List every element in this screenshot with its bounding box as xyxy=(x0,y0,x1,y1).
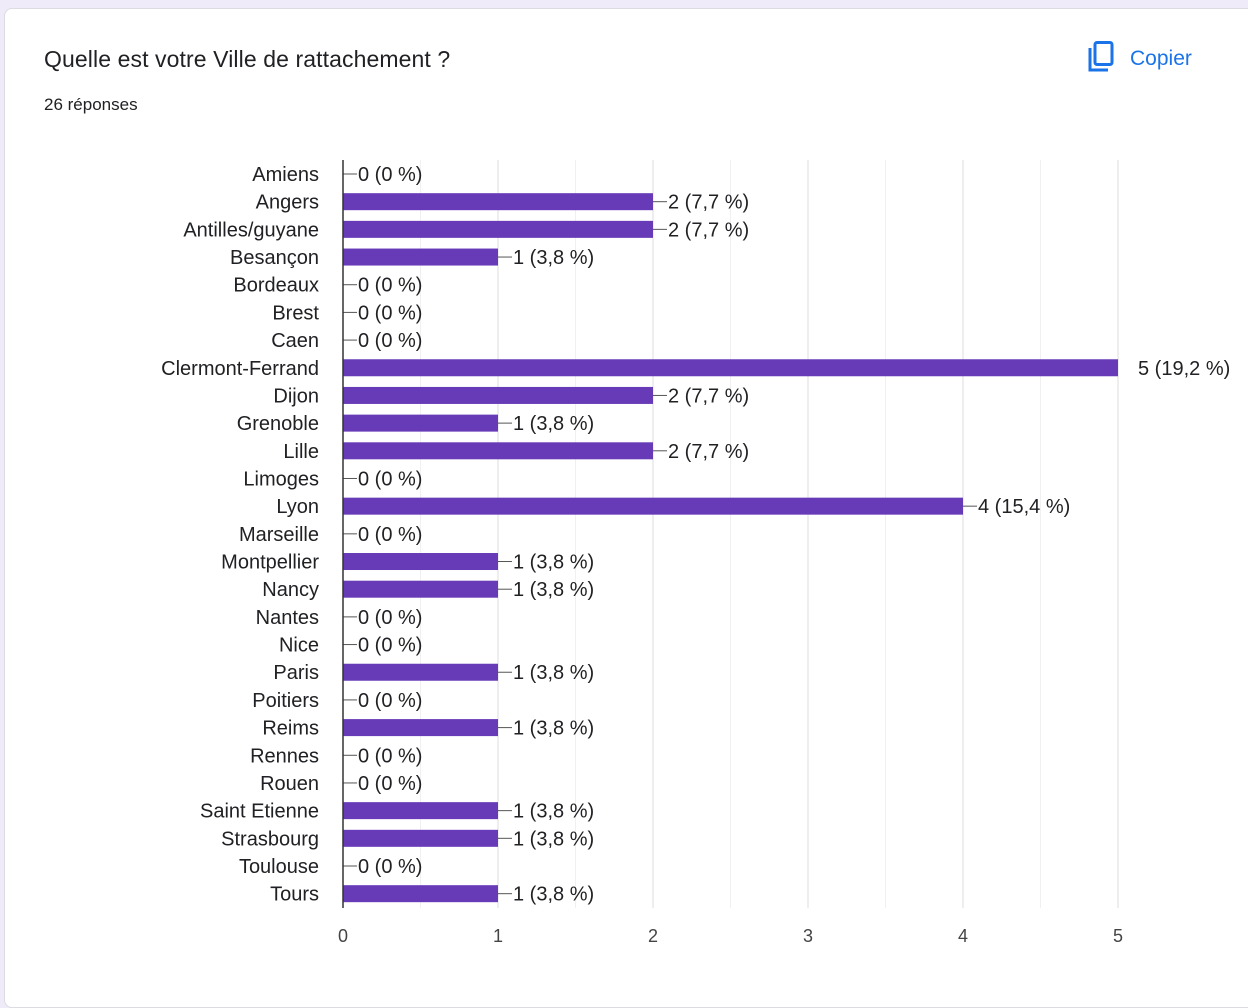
x-tick-label: 2 xyxy=(648,926,658,946)
copy-icon xyxy=(1086,40,1116,79)
category-label: Caen xyxy=(271,330,319,352)
question-title: Quelle est votre Ville de rattachement ? xyxy=(44,46,451,72)
category-label: Besançon xyxy=(230,247,319,269)
category-label: Marseille xyxy=(239,524,319,546)
category-label: Clermont-Ferrand xyxy=(161,358,319,380)
bar xyxy=(343,829,498,847)
response-count: 26 réponses xyxy=(44,95,138,114)
data-label: 0 (0 %) xyxy=(358,330,422,352)
data-label: 1 (3,8 %) xyxy=(513,801,594,823)
data-label: 0 (0 %) xyxy=(358,690,422,712)
bar xyxy=(343,193,653,211)
category-label: Angers xyxy=(256,192,319,214)
data-label: 2 (7,7 %) xyxy=(668,385,749,407)
category-label: Poitiers xyxy=(252,690,319,712)
bar xyxy=(343,553,498,571)
bar xyxy=(343,580,498,598)
data-label: 1 (3,8 %) xyxy=(513,413,594,435)
category-label: Rouen xyxy=(260,773,319,795)
data-label: 4 (15,4 %) xyxy=(978,496,1070,518)
category-label: Montpellier xyxy=(221,552,319,574)
category-label: Paris xyxy=(273,662,319,684)
data-label: 1 (3,8 %) xyxy=(513,884,594,906)
data-label: 0 (0 %) xyxy=(358,164,422,186)
category-label: Toulouse xyxy=(239,856,319,878)
category-label: Antilles/guyane xyxy=(183,219,319,241)
category-label: Lyon xyxy=(276,496,319,518)
category-label: Nantes xyxy=(256,607,319,629)
data-label: 1 (3,8 %) xyxy=(513,662,594,684)
category-label: Dijon xyxy=(273,385,319,407)
bar xyxy=(343,663,498,681)
x-tick-label: 0 xyxy=(338,926,348,946)
category-label: Amiens xyxy=(252,164,319,186)
data-label: 1 (3,8 %) xyxy=(513,579,594,601)
category-label: Tours xyxy=(270,884,319,906)
bar xyxy=(343,719,498,737)
bar xyxy=(343,220,653,238)
category-label: Nice xyxy=(279,635,319,657)
data-label: 1 (3,8 %) xyxy=(513,718,594,740)
data-label: 1 (3,8 %) xyxy=(513,828,594,850)
category-label: Reims xyxy=(262,718,319,740)
data-label: 0 (0 %) xyxy=(358,773,422,795)
data-label: 5 (19,2 %) xyxy=(1138,358,1230,380)
data-label: 0 (0 %) xyxy=(358,856,422,878)
data-label: 2 (7,7 %) xyxy=(668,441,749,463)
data-label: 2 (7,7 %) xyxy=(668,192,749,214)
data-label: 0 (0 %) xyxy=(358,607,422,629)
data-label: 1 (3,8 %) xyxy=(513,247,594,269)
category-label: Lille xyxy=(283,441,319,463)
bar xyxy=(343,248,498,266)
data-label: 2 (7,7 %) xyxy=(668,219,749,241)
category-label: Nancy xyxy=(262,579,319,601)
data-label: 0 (0 %) xyxy=(358,635,422,657)
x-tick-label: 1 xyxy=(493,926,503,946)
copy-label: Copier xyxy=(1130,47,1192,70)
bar xyxy=(343,414,498,432)
data-label: 0 (0 %) xyxy=(358,302,422,324)
bar xyxy=(343,442,653,460)
bar xyxy=(343,802,498,820)
bar xyxy=(343,359,1118,377)
category-label: Grenoble xyxy=(237,413,319,435)
copy-button[interactable]: Copier xyxy=(1086,40,1192,78)
x-tick-label: 3 xyxy=(803,926,813,946)
category-label: Limoges xyxy=(243,468,319,490)
data-label: 0 (0 %) xyxy=(358,745,422,767)
data-label: 0 (0 %) xyxy=(358,468,422,490)
bar xyxy=(343,386,653,404)
category-label: Saint Etienne xyxy=(200,801,319,823)
category-label: Brest xyxy=(272,302,319,324)
x-tick-label: 5 xyxy=(1113,926,1123,946)
category-label: Rennes xyxy=(250,745,319,767)
data-label: 0 (0 %) xyxy=(358,524,422,546)
category-label: Bordeaux xyxy=(233,275,319,297)
x-tick-label: 4 xyxy=(958,926,968,946)
data-label: 1 (3,8 %) xyxy=(513,552,594,574)
category-label: Strasbourg xyxy=(221,828,319,850)
data-label: 0 (0 %) xyxy=(358,275,422,297)
bar xyxy=(343,885,498,903)
bar xyxy=(343,497,963,515)
